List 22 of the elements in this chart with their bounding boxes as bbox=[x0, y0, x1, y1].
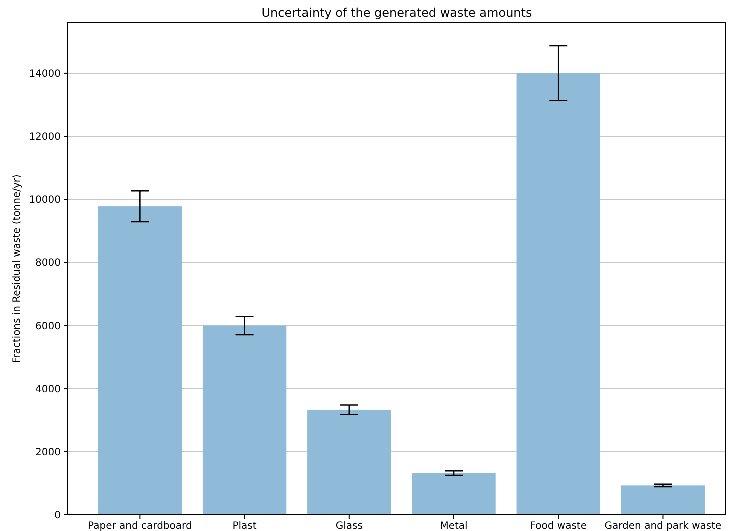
y-tick-label: 2000 bbox=[36, 447, 61, 458]
chart-title: Uncertainty of the generated waste amounts bbox=[262, 6, 532, 20]
bar bbox=[412, 473, 496, 515]
y-tick-label: 8000 bbox=[36, 258, 61, 270]
bar bbox=[202, 326, 287, 515]
x-tick-label: Plast bbox=[232, 521, 257, 531]
x-tick-label: Paper and cardboard bbox=[88, 521, 192, 531]
y-tick-label: 12000 bbox=[29, 132, 61, 144]
bar bbox=[516, 73, 600, 515]
x-tick-label: Garden and park waste bbox=[604, 521, 722, 531]
y-tick-label: 6000 bbox=[36, 321, 61, 332]
y-tick-label: 4000 bbox=[36, 384, 61, 396]
bar bbox=[308, 410, 392, 515]
y-tick-label: 0 bbox=[54, 510, 61, 522]
x-tick-label: Food waste bbox=[530, 521, 587, 531]
y-axis-title: Fractions in Residual waste (tonne/yr) bbox=[12, 174, 23, 364]
bar bbox=[621, 486, 706, 515]
bar bbox=[98, 206, 182, 515]
x-tick-label: Glass bbox=[336, 521, 363, 531]
y-tick-label: 14000 bbox=[29, 68, 61, 80]
y-tick-label: 10000 bbox=[29, 195, 61, 206]
x-tick-label: Metal bbox=[440, 521, 468, 531]
